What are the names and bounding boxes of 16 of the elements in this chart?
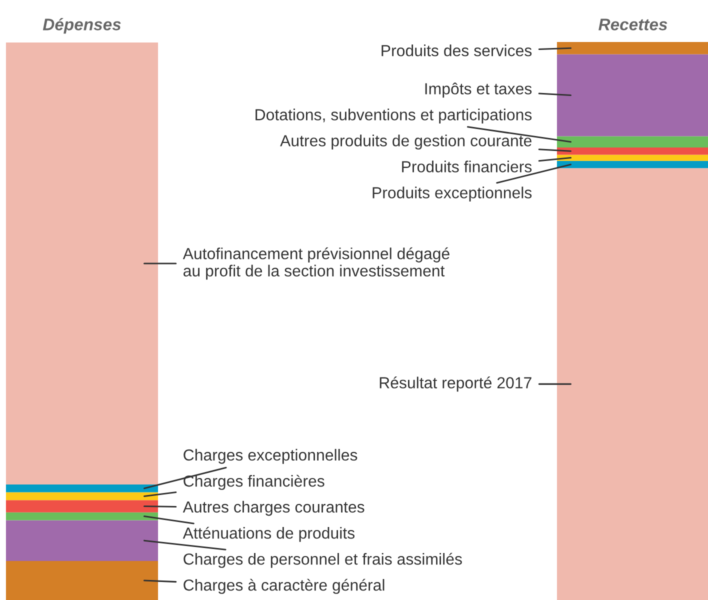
series-label: Produits des services xyxy=(382,44,532,56)
series-label: Produits exceptionnels xyxy=(372,186,532,202)
x-tick-label: Dépenses xyxy=(42,18,121,34)
series-label: Charges à caractère général xyxy=(184,578,384,594)
series-label: Résultat reporté 2017 xyxy=(380,376,532,392)
series-label: Dotations, subventions et participations xyxy=(256,108,532,124)
series-label: Impôts et taxes xyxy=(425,82,532,98)
series-label: Atténuations de produits xyxy=(182,526,355,542)
series-label: Autofinancement prévisionnel dégagé au profit de la section investissement xyxy=(182,247,450,280)
text: Charges exceptionnelles xyxy=(184,448,358,464)
series-label: Charges de personnel et frais assimilés xyxy=(184,552,462,568)
series-label: Charges financières xyxy=(184,474,324,490)
series-label: Autres charges courantes xyxy=(182,500,364,516)
x-tick-label: Recettes xyxy=(598,18,668,30)
series-label: Autres produits de gestion courante xyxy=(280,134,532,150)
series-label: Produits financiers xyxy=(402,160,532,172)
